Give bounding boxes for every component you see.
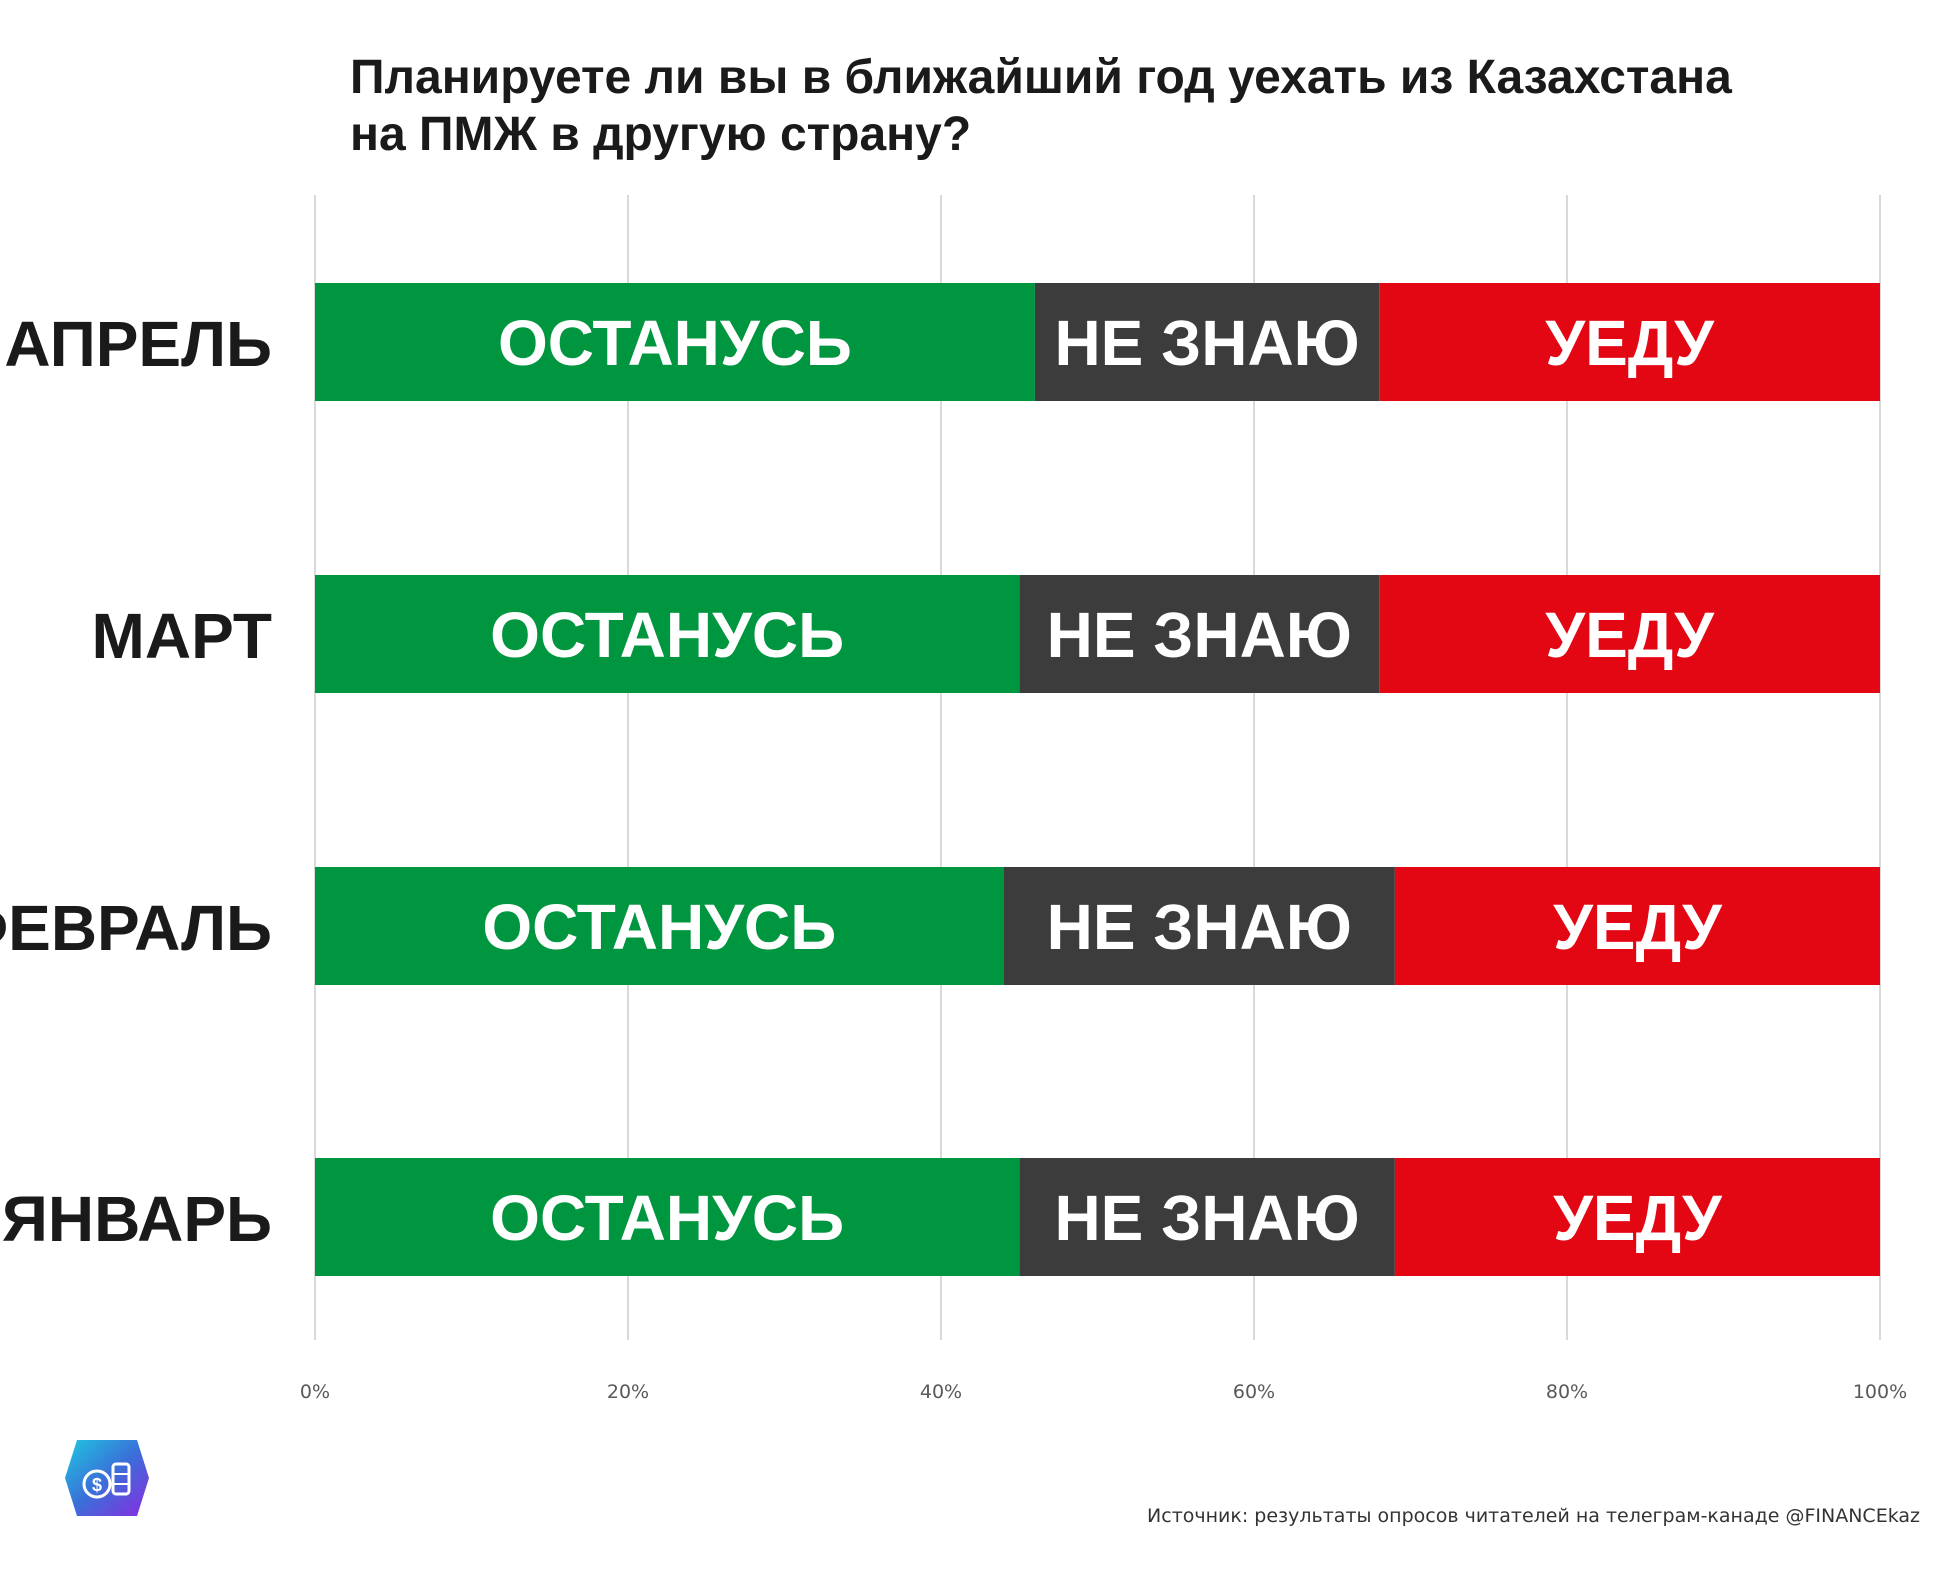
- x-tick-label: 60%: [1233, 1381, 1275, 1403]
- bar-segment: [1003, 867, 1395, 985]
- x-tick-label: 0%: [300, 1381, 330, 1403]
- bar-segment-label: ОСТАНУСЬ: [482, 891, 836, 963]
- bar-segment-label: УЕДУ: [1553, 891, 1723, 963]
- bar-segment-label: НЕ ЗНАЮ: [1047, 599, 1352, 671]
- category-label: МАРТ: [92, 600, 272, 672]
- bar-segment: [1379, 575, 1880, 693]
- bar-segment-label: УЕДУ: [1553, 1182, 1723, 1254]
- bars: ОСТАНУСЬ НЕ ЗНАЮ УЕДУ ОСТАНУСЬ НЕ ЗНАЮ УЕДУ ОС…: [315, 283, 1880, 1276]
- x-tick-label: 40%: [920, 1381, 962, 1403]
- x-tick-labels: 0% 20% 40% 60% 80% 100%: [300, 1381, 1907, 1403]
- bar-segment: [315, 1158, 1020, 1276]
- bar-segment: [1019, 1158, 1395, 1276]
- category-label: ЯНВАРЬ: [2, 1183, 272, 1255]
- bar-segment-label: НЕ ЗНАЮ: [1054, 1182, 1359, 1254]
- bar-segment: [315, 867, 1004, 985]
- bar-segment-label: НЕ ЗНАЮ: [1047, 891, 1352, 963]
- bar-segment-label: УЕДУ: [1545, 599, 1715, 671]
- x-tick-label: 100%: [1853, 1381, 1907, 1403]
- category-labels: АПРЕЛЬ МАРТ ФЕВРАЛЬ ЯНВАРЬ: [0, 308, 272, 1255]
- bar-segment: [1019, 575, 1380, 693]
- bar-segment: [1394, 867, 1880, 985]
- x-tick-label: 20%: [607, 1381, 649, 1403]
- chart-title-line-1: Планируете ли вы в ближайший год уехать …: [350, 51, 1732, 104]
- bar-segment: [1379, 283, 1880, 401]
- logo-dollar-sign: $: [92, 1475, 102, 1495]
- source-note: Источник: результаты опросов читателей н…: [1147, 1505, 1920, 1527]
- chart-title-line-2: на ПМЖ в другую страну?: [350, 108, 971, 161]
- bar-segment-label: НЕ ЗНАЮ: [1054, 307, 1359, 379]
- category-label: АПРЕЛЬ: [4, 308, 272, 380]
- bar-segment: [315, 283, 1035, 401]
- bar-segment: [1394, 1158, 1880, 1276]
- bar-segment-label: ОСТАНУСЬ: [498, 307, 852, 379]
- x-tick-label: 80%: [1546, 1381, 1588, 1403]
- chart-title: Планируете ли вы в ближайший год уехать …: [350, 51, 1732, 161]
- financekaz-logo-icon: $: [65, 1440, 149, 1516]
- bar-segment-label: УЕДУ: [1545, 307, 1715, 379]
- bar-segment-label: ОСТАНУСЬ: [490, 1182, 844, 1254]
- category-label: ФЕВРАЛЬ: [0, 892, 272, 964]
- bar-segment: [315, 575, 1020, 693]
- bar-segment: [1034, 283, 1380, 401]
- bar-segment-label: ОСТАНУСЬ: [490, 599, 844, 671]
